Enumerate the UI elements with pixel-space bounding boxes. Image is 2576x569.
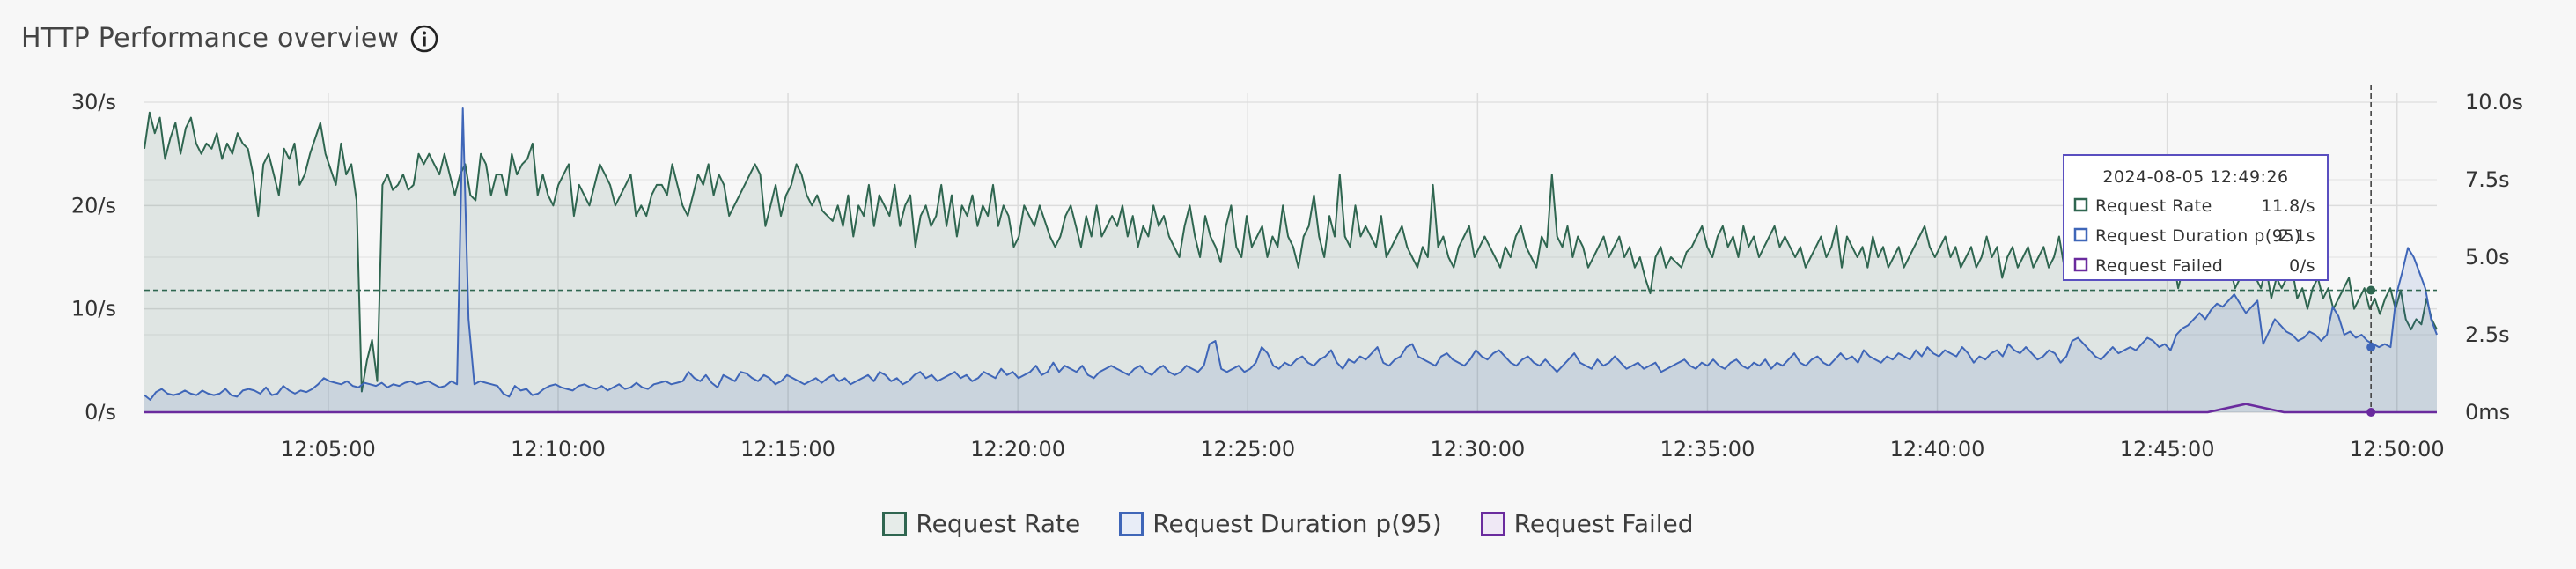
y-tick-label-left: 30/s	[71, 90, 116, 115]
series-line-request-failed	[144, 403, 2437, 414]
legend-item-request-failed[interactable]: Request Failed	[1480, 509, 1694, 538]
hover-point-failed	[2366, 408, 2376, 417]
x-tick-label: 12:45:00	[2120, 437, 2215, 462]
series-area-request-rate	[144, 112, 2437, 412]
tooltip-value: 0/s	[2289, 256, 2315, 276]
tooltip: 2024-08-05 12:49:26 Request Rate 11.8/s Req…	[2063, 154, 2329, 281]
tooltip-value: 11.8/s	[2261, 196, 2315, 216]
x-tick-label: 12:15:00	[740, 437, 835, 462]
y-tick-label-right: 2.5s	[2465, 322, 2510, 347]
x-tick-label: 12:05:00	[281, 437, 376, 462]
legend-item-request-rate[interactable]: Request Rate	[882, 509, 1080, 538]
tooltip-swatch	[2073, 257, 2088, 272]
legend-label: Request Duration p(95)	[1152, 509, 1442, 538]
x-tick-label: 12:35:00	[1660, 437, 1755, 462]
y-tick-label-left: 10/s	[71, 297, 116, 321]
y-tick-label-left: 20/s	[71, 193, 116, 218]
tooltip-label: Request Rate	[2095, 196, 2212, 216]
series-line-request-rate	[144, 111, 2438, 393]
x-tick-label: 12:30:00	[1430, 437, 1525, 462]
x-tick-label: 12:10:00	[511, 437, 606, 462]
tooltip-box	[2063, 154, 2329, 281]
tooltip-swatch	[2073, 197, 2088, 212]
x-tick-label: 12:40:00	[1890, 437, 1985, 462]
hover-point-duration	[2366, 343, 2376, 352]
legend-swatch-duration	[1119, 511, 1144, 536]
y-tick-label-right: 10.0s	[2465, 90, 2523, 115]
legend-label: Request Failed	[1513, 509, 1694, 538]
tooltip-value: 2.1s	[2278, 226, 2315, 246]
legend-swatch-failed	[1480, 511, 1505, 536]
x-tick-label: 12:20:00	[970, 437, 1065, 462]
page-title: HTTP Performance overview	[21, 23, 400, 54]
y-tick-label-right: 7.5s	[2465, 167, 2510, 192]
info-icon[interactable]	[409, 24, 439, 54]
y-tick-label-right: 5.0s	[2465, 245, 2510, 270]
legend: Request Rate Request Duration p(95) Requ…	[0, 509, 2576, 538]
legend-swatch-rate	[882, 511, 908, 536]
legend-item-request-duration[interactable]: Request Duration p(95)	[1119, 509, 1442, 538]
y-tick-label-left: 0/s	[85, 400, 116, 425]
hover-point-rate	[2366, 285, 2376, 295]
tooltip-label: Request Failed	[2095, 256, 2223, 276]
series-line-request-duration-p-95	[144, 107, 2438, 401]
x-tick-label: 12:25:00	[1200, 437, 1295, 462]
series-area-request-duration-p-95	[144, 108, 2437, 412]
y-tick-label-right: 0ms	[2465, 400, 2510, 425]
panel-header: HTTP Performance overview	[21, 23, 439, 54]
legend-label: Request Rate	[916, 509, 1081, 538]
tooltip-swatch	[2073, 227, 2088, 242]
chart[interactable]: 0/s 10/s 20/s 30/s 0ms 2.5s 5.0s 7.5s 10.0s 12:05…	[0, 0, 2576, 493]
x-tick-label: 12:50:00	[2350, 437, 2445, 462]
tooltip-time: 2024-08-05 12:49:26	[2102, 167, 2288, 187]
tooltip-label: Request Duration p(95)	[2095, 226, 2301, 246]
